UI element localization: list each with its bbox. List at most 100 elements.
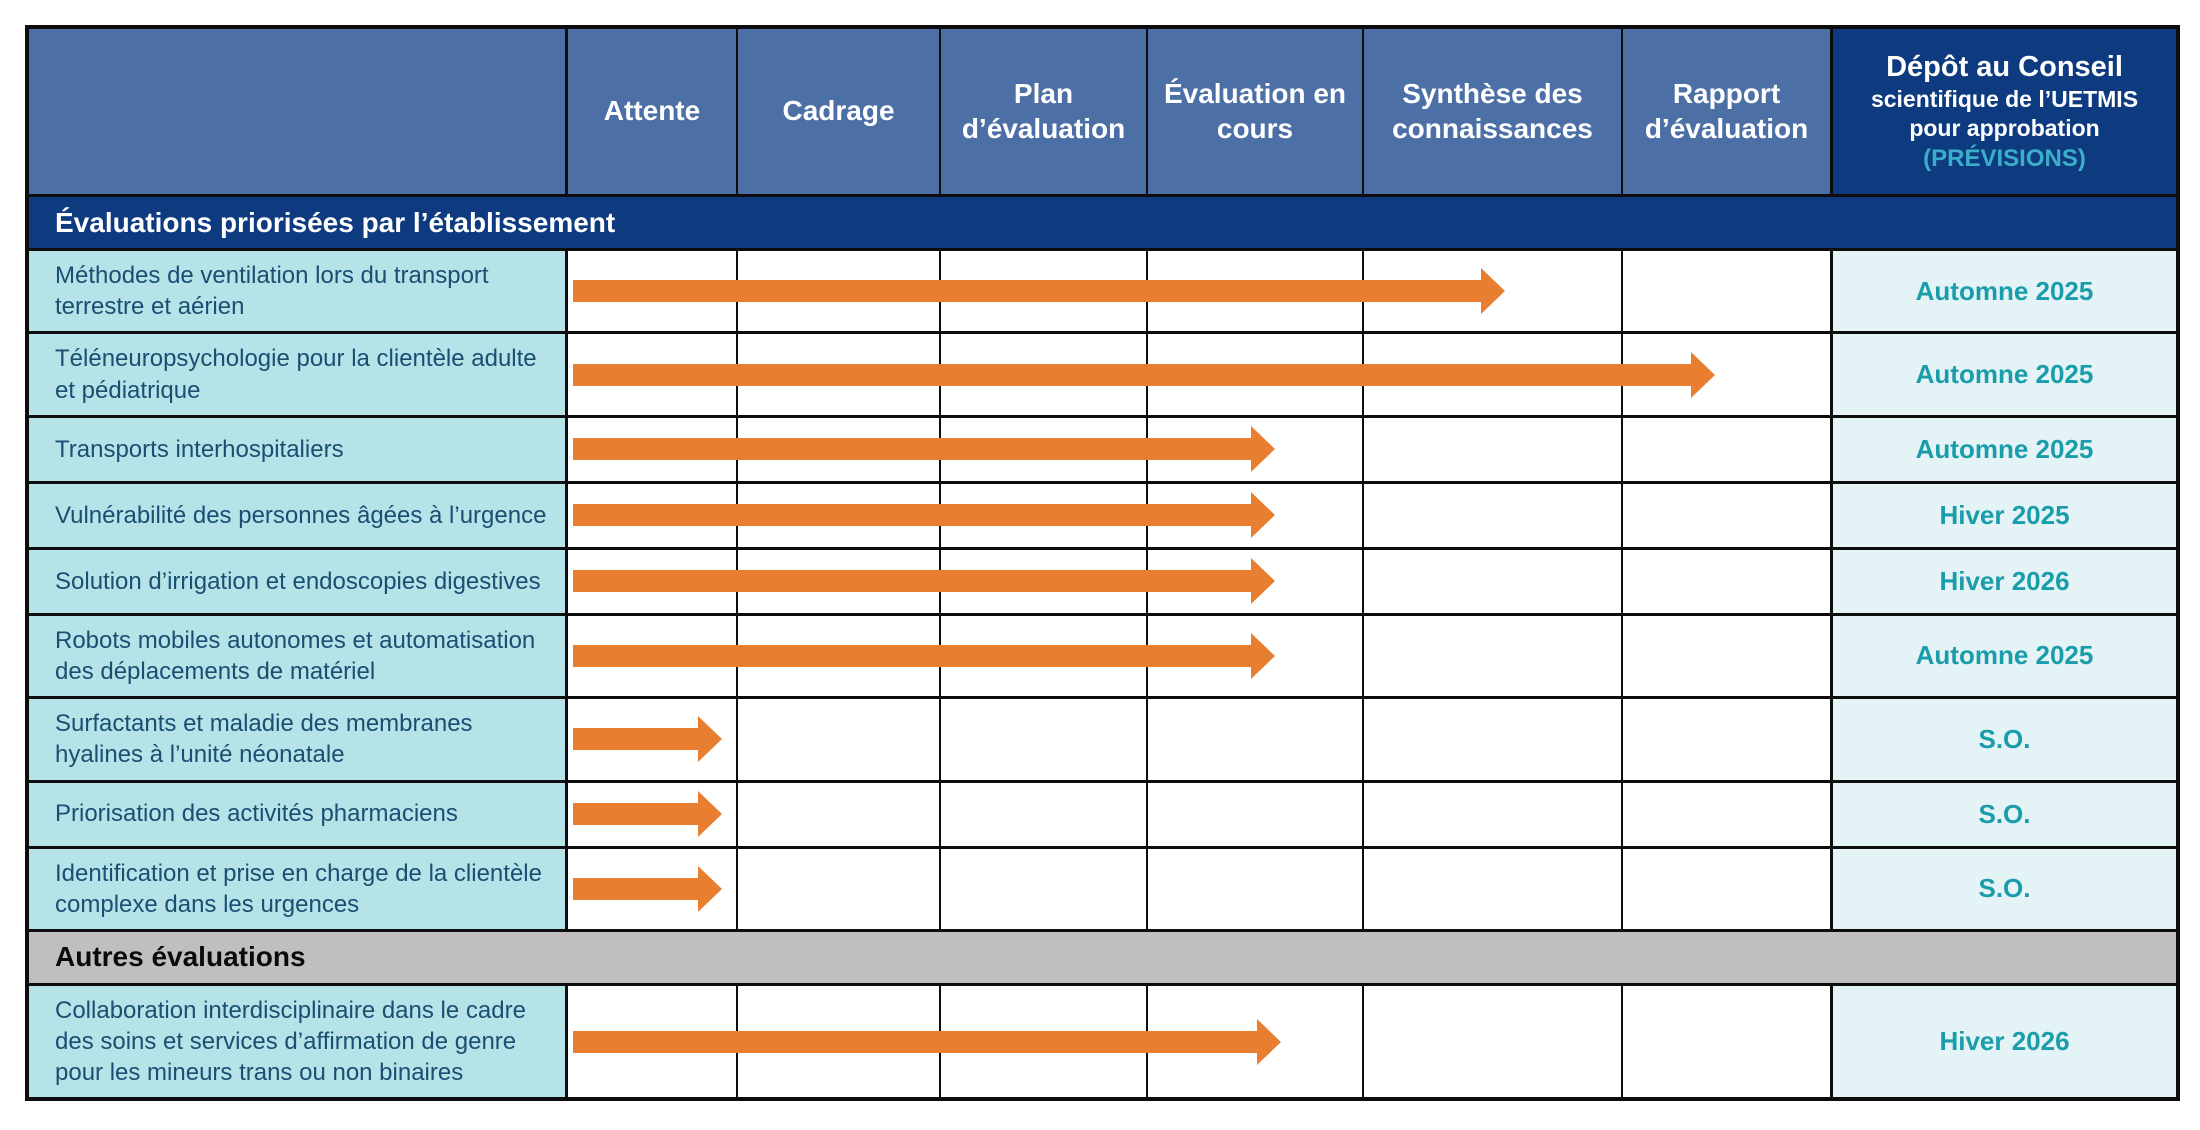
phase-cell-2 — [939, 985, 1146, 1098]
date-cell: Hiver 2026 — [1830, 549, 2176, 613]
phase-cell-4 — [1362, 483, 1621, 547]
header-phase-evaluation-en-cours: Évaluation en cours — [1146, 29, 1362, 194]
phase-cell-0 — [565, 549, 736, 613]
phase-cell-5 — [1621, 483, 1830, 547]
phase-cell-1 — [736, 985, 939, 1098]
phase-cell-5 — [1621, 417, 1830, 481]
depot-previsions-label: (PRÉVISIONS) — [1923, 144, 2086, 172]
depot-date: Automne 2025 — [1915, 433, 2094, 464]
phase-cell-4 — [1362, 699, 1621, 780]
date-cell: S.O. — [1830, 848, 2176, 929]
row-label: Robots mobiles autonomes et automatisati… — [55, 626, 536, 685]
row-label: Solution d’irrigation et endoscopies dig… — [55, 567, 541, 595]
depot-subtitle-1: scientifique de l’UETMIS — [1870, 86, 2139, 113]
row-label: Méthodes de ventilation lors du transpor… — [55, 262, 489, 321]
phase-cell-4 — [1362, 549, 1621, 613]
phase-cell-5 — [1621, 334, 1830, 415]
depot-date: S.O. — [1978, 873, 2031, 904]
date-cell: Automne 2025 — [1830, 251, 2176, 332]
phase-cell-4 — [1362, 782, 1621, 846]
row-label-cell: Collaboration interdisciplinaire dans le… — [29, 985, 565, 1098]
depot-date: Automne 2025 — [1915, 275, 2094, 306]
row-label: Téléneuropsychologie pour la clientèle a… — [55, 345, 537, 404]
row-label: Surfactants et maladie des membranes hya… — [55, 710, 473, 769]
header-phase-label: Cadrage — [782, 95, 895, 127]
phase-cell-3 — [1146, 483, 1362, 547]
phase-cell-1 — [736, 699, 939, 780]
row-label-cell: Identification et prise en charge de la … — [29, 848, 565, 929]
phase-cell-4 — [1362, 615, 1621, 697]
depot-title: Dépôt au Conseil — [1886, 51, 2123, 84]
table-row: Identification et prise en charge de la … — [29, 848, 2176, 932]
phase-cell-1 — [736, 251, 939, 332]
depot-date: S.O. — [1978, 723, 2031, 754]
phase-cell-3 — [1146, 251, 1362, 332]
depot-subtitle-2: pour approbation — [1909, 115, 2100, 142]
section-title: Autres évaluations — [55, 941, 306, 973]
phase-cell-2 — [939, 417, 1146, 481]
row-label-cell: Téléneuropsychologie pour la clientèle a… — [29, 334, 565, 415]
phase-cell-0 — [565, 985, 736, 1098]
table-body: Évaluations priorisées par l’établisseme… — [29, 197, 2176, 1098]
phase-cell-2 — [939, 848, 1146, 929]
row-label-cell: Vulnérabilité des personnes âgées à l’ur… — [29, 483, 565, 547]
section-row: Autres évaluations — [29, 931, 2176, 986]
phase-cell-2 — [939, 782, 1146, 846]
header-phase-rapport-devaluation: Rapport d’évaluation — [1621, 29, 1830, 194]
phase-cell-2 — [939, 615, 1146, 697]
date-cell: Automne 2025 — [1830, 417, 2176, 481]
depot-date: Hiver 2026 — [1939, 565, 2070, 596]
table-row: Transports interhospitaliers Automne 2025 — [29, 417, 2176, 484]
header-row: Attente Cadrage Plan d’évaluation Évalua… — [29, 29, 2176, 197]
date-cell: Hiver 2026 — [1830, 985, 2176, 1098]
phase-cell-5 — [1621, 615, 1830, 697]
phase-cell-4 — [1362, 848, 1621, 929]
date-cell: Automne 2025 — [1830, 615, 2176, 697]
phase-cell-4 — [1362, 985, 1621, 1098]
phase-cell-3 — [1146, 549, 1362, 613]
phase-cell-0 — [565, 782, 736, 846]
phase-cell-2 — [939, 483, 1146, 547]
header-phase-plan-devaluation: Plan d’évaluation — [939, 29, 1146, 194]
phase-cell-4 — [1362, 417, 1621, 481]
depot-date: Hiver 2025 — [1939, 499, 2070, 530]
date-cell: Hiver 2025 — [1830, 483, 2176, 547]
table-row: Téléneuropsychologie pour la clientèle a… — [29, 334, 2176, 418]
row-label-cell: Solution d’irrigation et endoscopies dig… — [29, 549, 565, 613]
phase-cell-0 — [565, 848, 736, 929]
phase-cell-1 — [736, 848, 939, 929]
phase-cell-3 — [1146, 699, 1362, 780]
phase-cell-4 — [1362, 334, 1621, 415]
phase-cell-0 — [565, 251, 736, 332]
depot-date: Hiver 2026 — [1939, 1026, 2070, 1057]
phase-cell-1 — [736, 417, 939, 481]
phase-cell-3 — [1146, 417, 1362, 481]
evaluation-pipeline-table: Attente Cadrage Plan d’évaluation Évalua… — [25, 25, 2180, 1102]
phase-cell-1 — [736, 334, 939, 415]
row-label: Transports interhospitaliers — [55, 435, 344, 463]
header-phase-label: Rapport d’évaluation — [1644, 78, 1809, 144]
phase-cell-5 — [1621, 985, 1830, 1098]
phase-cell-2 — [939, 251, 1146, 332]
row-label-cell: Priorisation des activités pharmaciens — [29, 782, 565, 846]
phase-cell-5 — [1621, 782, 1830, 846]
table-row: Robots mobiles autonomes et automatisati… — [29, 615, 2176, 700]
phase-cell-1 — [736, 549, 939, 613]
row-label: Identification et prise en charge de la … — [55, 859, 542, 918]
date-cell: Automne 2025 — [1830, 334, 2176, 415]
depot-date: S.O. — [1978, 798, 2031, 829]
phase-cell-0 — [565, 334, 736, 415]
phase-cell-0 — [565, 615, 736, 697]
header-phase-synthese-des-connaissances: Synthèse des connaissances — [1362, 29, 1621, 194]
date-cell: S.O. — [1830, 782, 2176, 846]
phase-cell-2 — [939, 699, 1146, 780]
phase-cell-0 — [565, 483, 736, 547]
phase-cell-5 — [1621, 251, 1830, 332]
row-label: Vulnérabilité des personnes âgées à l’ur… — [55, 501, 547, 529]
section-row: Évaluations priorisées par l’établisseme… — [29, 197, 2176, 251]
row-label-cell: Méthodes de ventilation lors du transpor… — [29, 251, 565, 332]
phase-cell-1 — [736, 782, 939, 846]
header-phase-label: Attente — [603, 95, 701, 127]
phase-cell-5 — [1621, 699, 1830, 780]
